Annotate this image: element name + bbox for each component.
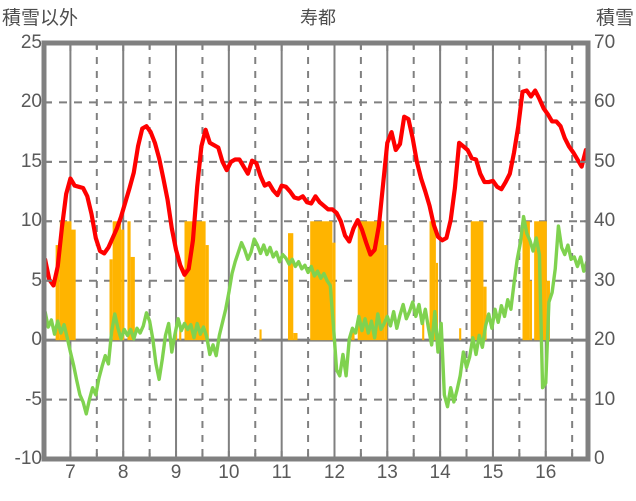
y-axis-left-tick-label: 0 — [31, 329, 42, 351]
bar-segment — [71, 229, 76, 341]
axis-box — [41, 40, 591, 462]
bar-segment — [109, 259, 113, 341]
bar-segment — [205, 245, 209, 341]
y-axis-left-tick-label: 25 — [20, 32, 42, 53]
x-axis-tick-label: 12 — [323, 462, 346, 483]
bar-segment — [351, 330, 355, 341]
x-axis-tick-label: 10 — [218, 462, 240, 483]
humidity-bars — [55, 221, 550, 341]
bar-segment — [429, 221, 436, 341]
bar-segment — [59, 221, 72, 341]
bar-segment — [310, 221, 333, 341]
y-axis-right-tick-label: 40 — [594, 210, 616, 232]
y-axis-left-tick-label: -10 — [14, 448, 42, 469]
y-axis-right-tick-label: 50 — [594, 150, 616, 172]
bar-segment — [529, 280, 533, 341]
x-axis-tick-label: 11 — [271, 462, 292, 483]
bar-segment — [470, 221, 484, 341]
x-axis-tick-label: 7 — [65, 462, 76, 483]
bar-segment — [522, 221, 530, 341]
bar-segment — [384, 245, 388, 341]
y-axis-left-tick-label: 20 — [20, 91, 42, 113]
bar-segment — [127, 221, 131, 341]
y-axis-right-tick-label: 30 — [594, 269, 616, 291]
x-axis-tick-label: 14 — [429, 462, 451, 483]
axis-ticks — [44, 42, 588, 460]
x-axis-tick-label: 8 — [117, 462, 129, 483]
x-axis-tick-label: 16 — [535, 462, 557, 483]
y-axis-right-tick-label: 60 — [594, 91, 616, 113]
right-axis-title: 積雪 — [595, 8, 634, 29]
bar-segment — [121, 229, 125, 341]
x-axis-tick-label: 15 — [482, 462, 504, 483]
y-axis-right-tick-label: 10 — [594, 388, 616, 410]
y-axis-right-tick-label: 0 — [594, 448, 605, 469]
chart-title: 寿都 — [300, 8, 336, 28]
y-axis-left-tick-label: -5 — [25, 388, 42, 410]
y-axis-left-tick-label: 15 — [20, 150, 42, 172]
axis-frame — [41, 40, 591, 462]
series-line-wind — [43, 214, 589, 416]
y-axis-right-tick-label: 70 — [594, 32, 616, 53]
bar-segment — [293, 333, 298, 341]
bar-segment — [130, 256, 135, 341]
bar-segment — [55, 245, 60, 341]
bar-segment — [288, 233, 294, 341]
bar-segment — [422, 316, 425, 341]
bar-segment — [259, 329, 262, 341]
bar-segment — [332, 242, 336, 341]
bar-segment — [435, 262, 439, 341]
x-axis-tick-label: 13 — [376, 462, 398, 483]
y-axis-left-tick-label: 5 — [31, 269, 42, 291]
bar-segment — [179, 329, 182, 341]
bar-segment — [112, 221, 122, 341]
bar-segment — [483, 286, 487, 341]
series-line-temperature — [42, 88, 588, 288]
x-axis-tick-label: 9 — [170, 462, 182, 483]
y-axis-right-tick-label: 20 — [594, 329, 616, 351]
y-axis-left-tick-label: 10 — [20, 210, 42, 232]
bar-segment — [459, 328, 462, 341]
left-axis-title: 積雪以外 — [2, 8, 79, 29]
